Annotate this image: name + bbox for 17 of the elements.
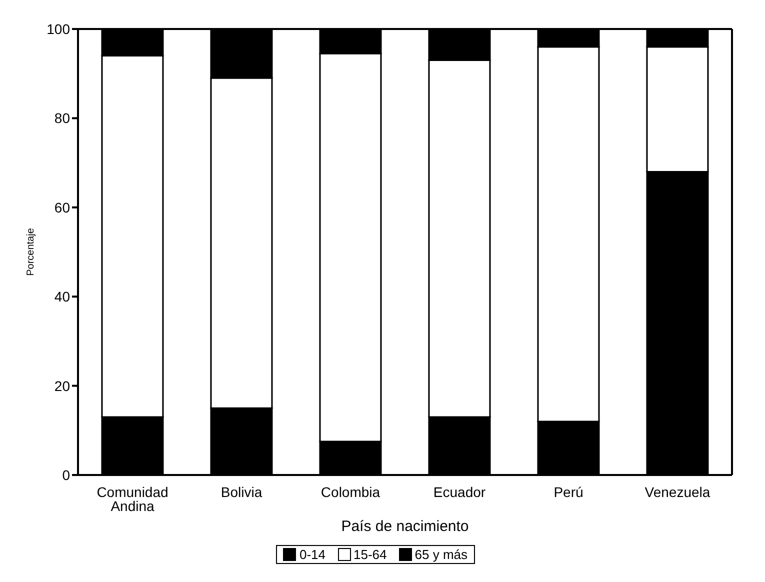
x-tick-label: Bolivia <box>220 484 262 500</box>
x-tick-label: Venezuela <box>644 484 710 500</box>
x-tick-label: Comunidad Andina <box>96 484 168 514</box>
legend-label: 65 y más <box>414 547 468 562</box>
y-tick-label: 80 <box>54 110 70 126</box>
y-axis-title: Porcentaje <box>26 228 37 276</box>
y-tick-label: 20 <box>54 378 70 394</box>
y-tick-label: 40 <box>54 288 70 305</box>
y-tick-label: 0 <box>62 466 70 483</box>
y-tick-label: 100 <box>46 20 70 37</box>
legend-label: 0-14 <box>298 547 326 562</box>
y-tick-label: 60 <box>54 199 70 216</box>
x-tick-label: Ecuador <box>433 484 486 500</box>
x-axis-title: País de nacimiento <box>341 518 469 535</box>
x-tick-label: Perú <box>554 484 584 500</box>
x-tick-label: Colombia <box>320 484 380 500</box>
legend-label: 15-64 <box>352 547 387 562</box>
